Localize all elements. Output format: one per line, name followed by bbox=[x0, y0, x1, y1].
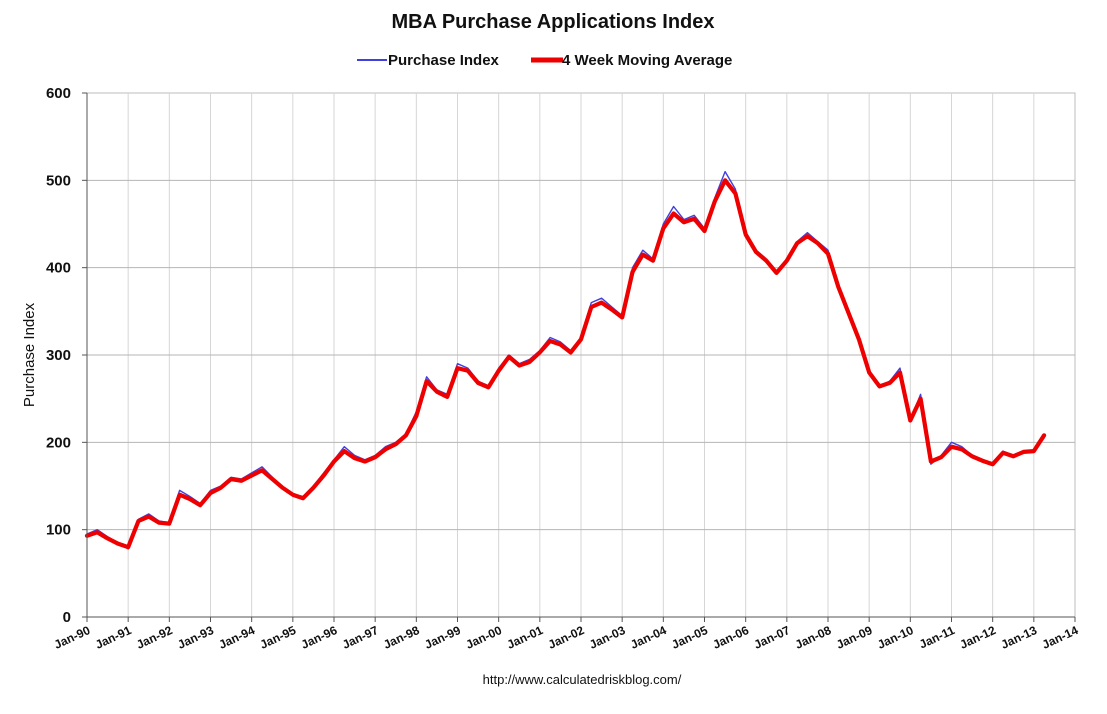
series-line-moving-average bbox=[84, 178, 1047, 550]
legend-label: 4 Week Moving Average bbox=[562, 52, 732, 69]
y-tick-label: 300 bbox=[46, 347, 71, 364]
source-link[interactable]: http://www.calculatedriskblog.com/ bbox=[483, 672, 682, 687]
series-layer bbox=[84, 170, 1047, 550]
y-tick-label: 200 bbox=[46, 434, 71, 451]
legend-label: Purchase Index bbox=[388, 52, 500, 69]
y-tick-label: 400 bbox=[46, 260, 71, 277]
y-gridlines bbox=[87, 179, 1075, 531]
chart-title: MBA Purchase Applications Index bbox=[391, 11, 714, 33]
legend: Purchase Index 4 Week Moving Average bbox=[357, 52, 732, 69]
y-tick-label: 500 bbox=[46, 172, 71, 189]
y-tick-label: 100 bbox=[46, 522, 71, 539]
y-tick-label: 600 bbox=[46, 85, 71, 102]
y-tick-label: 0 bbox=[63, 609, 71, 626]
y-axis-label: Purchase Index bbox=[21, 302, 38, 407]
y-tick-labels: 0 100 200 300 400 500 600 bbox=[46, 85, 87, 626]
